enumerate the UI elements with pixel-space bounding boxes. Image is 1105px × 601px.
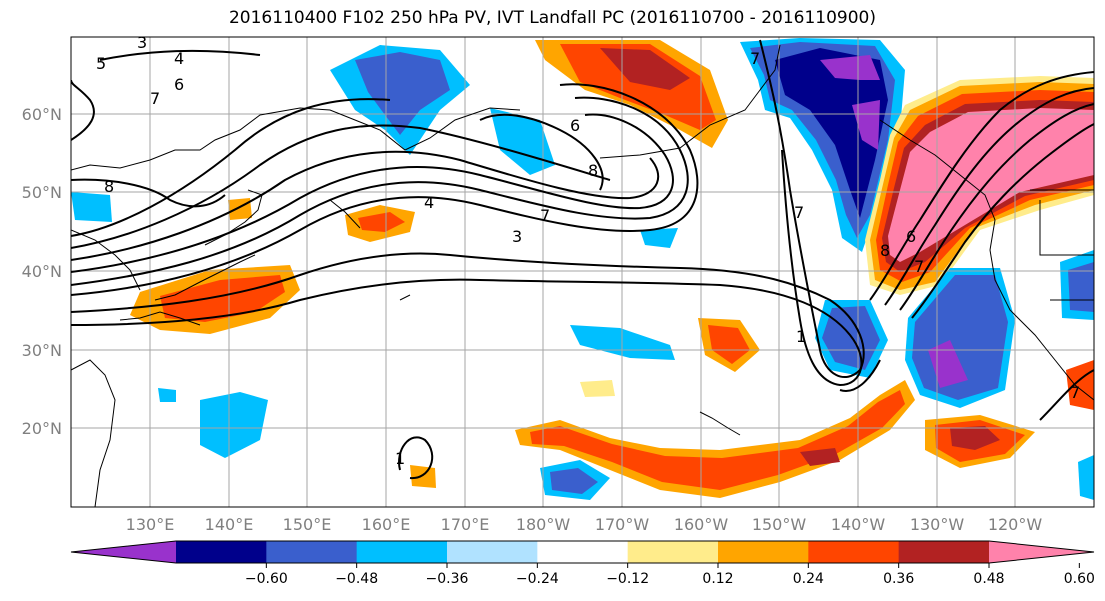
contour-label: 8 [104, 177, 114, 196]
contour-label: 8 [880, 241, 890, 260]
colorbar-tick-label: 0.48 [973, 571, 1004, 587]
contour-label: 5 [96, 54, 106, 73]
colorbar-extend-low [71, 541, 176, 563]
lon-label: 160°E [362, 515, 411, 534]
lat-label: 60°N [22, 105, 62, 124]
colorbar-tick-label: 0.12 [702, 571, 733, 587]
longitude-labels: 130°E 140°E 150°E 160°E 170°E 180°W 170°… [126, 515, 1043, 534]
lon-label: 180°W [516, 515, 571, 534]
contour-label: 1 [796, 327, 806, 346]
lon-label: 150°E [283, 515, 332, 534]
latitude-labels: 60°N 50°N 40°N 30°N 20°N [22, 105, 62, 438]
colorbar-swatch [537, 541, 629, 563]
colorbar-swatch [627, 541, 719, 563]
colorbar-swatch [176, 541, 267, 563]
positive-anomaly-shading [530, 390, 905, 490]
map-title: 2016110400 F102 250 hPa PV, IVT Landfall… [228, 8, 876, 28]
negative-anomaly-shading [820, 55, 880, 80]
colorbar-tick-label: −0.36 [426, 571, 469, 587]
negative-anomaly-shading [775, 48, 888, 218]
negative-anomaly-shading [928, 340, 968, 388]
contour-label: 7 [794, 203, 804, 222]
colorbar: −0.60 −0.48 −0.36 −0.24 −0.12 0.12 0.24 0.36 0.4… [70, 540, 1095, 587]
colorbar-swatch [898, 541, 990, 563]
colorbar-swatch [808, 541, 900, 563]
lon-label: 140°E [205, 515, 254, 534]
colorbar-swatch [447, 541, 538, 563]
contour-label: 6 [906, 227, 916, 246]
positive-anomaly-shading [950, 426, 1000, 450]
colorbar-extend-high [989, 541, 1094, 563]
colorbar-swatch [266, 541, 358, 563]
lat-label: 30°N [22, 341, 62, 360]
positive-anomaly-shading [515, 380, 915, 498]
map-content: 3 4 5 6 7 8 6 8 4 7 3 7 7 8 6 7 1 7 1 [71, 33, 1094, 507]
lon-label: 150°W [752, 515, 807, 534]
contour-label: 3 [137, 33, 147, 52]
lat-label: 40°N [22, 262, 62, 281]
contour-label: 1 [395, 449, 405, 468]
pv-contours [71, 39, 1094, 480]
contour-label: 7 [1070, 383, 1080, 402]
positive-anomaly-shading [228, 198, 252, 220]
colorbar-swatch [356, 541, 448, 563]
contour-label: 7 [914, 257, 924, 276]
lon-label: 120°W [988, 515, 1043, 534]
lat-label: 20°N [22, 419, 62, 438]
lon-label: 130°W [910, 515, 965, 534]
lon-label: 130°E [126, 515, 175, 534]
colorbar-tick-label: −0.60 [245, 571, 288, 587]
negative-anomaly-shading [1078, 455, 1094, 500]
positive-anomaly-shading [708, 325, 750, 364]
coastlines [71, 44, 1094, 507]
positive-anomaly-shading [580, 380, 615, 397]
colorbar-tick-label: 0.36 [883, 571, 914, 587]
colorbar-swatch [718, 541, 809, 563]
negative-anomaly-shading [355, 52, 450, 135]
contour-label: 4 [424, 193, 434, 212]
negative-anomaly-shading [200, 392, 268, 458]
lon-label: 160°W [674, 515, 729, 534]
contour-label: 3 [512, 227, 522, 246]
positive-anomaly-shading [1066, 360, 1094, 410]
negative-anomaly-shading [1068, 262, 1094, 312]
negative-anomaly-shading [852, 100, 880, 150]
gridlines [71, 37, 1094, 507]
positive-anomaly-shading [358, 212, 405, 232]
lon-label: 140°W [831, 515, 886, 534]
contour-label: 7 [150, 89, 160, 108]
lat-label: 50°N [22, 183, 62, 202]
positive-anomaly-shading [888, 108, 1094, 262]
positive-anomaly-shading [410, 465, 436, 488]
colorbar-tick-label: −0.24 [516, 571, 559, 587]
colorbar-tick-label: −0.48 [335, 571, 378, 587]
colorbar-tick-label: −0.12 [606, 571, 649, 587]
contour-label: 6 [174, 75, 184, 94]
map-frame [70, 36, 1095, 508]
negative-anomaly-shading [71, 192, 112, 222]
lon-label: 170°E [441, 515, 490, 534]
colorbar-tick-label: 0.60 [1064, 571, 1095, 587]
colorbar-outline [70, 540, 1095, 564]
colorbar-tick-label: 0.24 [793, 571, 824, 587]
contour-label: 8 [588, 161, 598, 180]
contour-label: 6 [570, 116, 580, 135]
negative-anomaly-shading [550, 468, 598, 494]
positive-anomaly-shading [800, 448, 840, 466]
negative-anomaly-shading [640, 228, 678, 248]
contour-label: 4 [174, 49, 184, 68]
contour-label: 7 [540, 206, 550, 225]
lon-label: 170°W [595, 515, 650, 534]
contour-labels: 3 4 5 6 7 8 6 8 4 7 3 7 7 8 6 7 1 7 1 [96, 33, 1080, 468]
negative-anomaly-shading [158, 388, 176, 402]
contour-label: 7 [750, 49, 760, 68]
positive-anomaly-shading [560, 44, 716, 130]
